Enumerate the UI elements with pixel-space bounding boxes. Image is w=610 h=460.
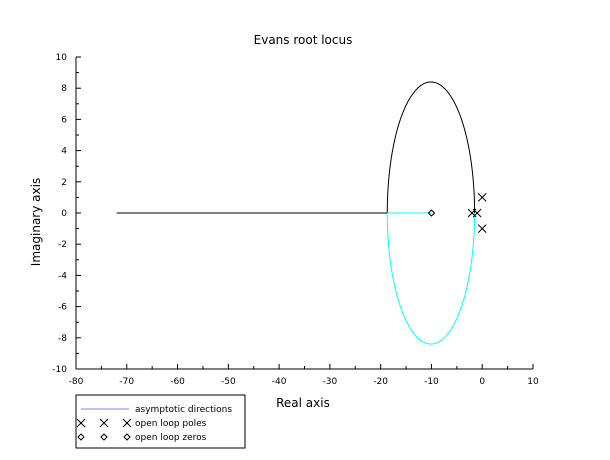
x-tick-label: 0 [479,377,485,387]
y-tick-label: -2 [58,240,67,250]
open-loop-pole [477,224,487,233]
legend-pole-marker [99,418,109,428]
legend-zero-marker [77,433,85,441]
pole-stroke [76,418,86,428]
x-tick-label: -50 [221,377,236,387]
legend-label: open loop poles [135,419,207,429]
x-tick-label: -40 [272,377,287,387]
open-loop-pole [477,193,487,202]
y-tick-label: 4 [61,147,67,157]
y-tick-label: -4 [58,271,67,281]
x-tick-label: -30 [323,377,338,387]
pole-stroke [477,193,487,202]
pole-stroke [477,224,487,233]
y-tick-label: -10 [52,365,67,375]
marker-layer [427,193,487,233]
x-axis-label: Real axis [276,396,330,410]
y-tick-label: 10 [56,53,68,63]
chart-title: Evans root locus [254,33,353,47]
x-tick-label: -10 [424,377,439,387]
pole-stroke [99,418,109,428]
legend-pole-marker [122,418,132,428]
y-tick-label: 8 [61,84,67,94]
y-axis-label: Imaginary axis [29,178,43,266]
legend-label: open loop zeros [135,433,207,443]
x-tick-label: -20 [373,377,388,387]
data-layer [116,81,476,345]
legend-pole-marker [76,418,86,428]
open-loop-zero [427,209,436,217]
locus-lower-loop [386,212,476,345]
locus-upper-loop [386,81,476,214]
legend: asymptotic directions open loop poles open… [75,394,246,449]
x-tick-label: -80 [69,377,84,387]
legend-zero-marker [123,433,131,441]
x-tick-label: -70 [119,377,134,387]
x-tick-label: -60 [170,377,185,387]
tick-marks: -80 -70 -60 -50 -40 -30 -20 -10 0 10-10-8-6-4-202… [52,53,539,387]
legend-zero-marker [100,433,108,441]
y-tick-label: -6 [58,303,67,313]
y-tick-label: 2 [61,178,67,188]
y-tick-label: -8 [58,334,67,344]
x-tick-label: 10 [527,377,539,387]
pole-stroke [472,208,482,218]
pole-stroke [122,418,132,428]
open-loop-pole [472,208,482,218]
y-tick-label: 0 [61,209,67,219]
legend-label: asymptotic directions [135,405,232,415]
y-tick-label: 6 [61,115,67,125]
